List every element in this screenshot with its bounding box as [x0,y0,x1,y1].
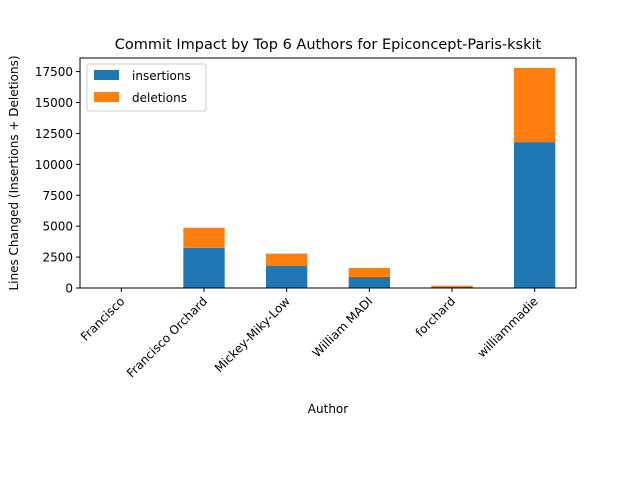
legend-label-insertions: insertions [132,69,191,83]
x-tick-label: Mickey-Miky-Low [212,294,293,375]
plot-frame [79,57,577,289]
chart-title: Commit Impact by Top 6 Authors for Epico… [115,37,542,53]
legend: insertions deletions [86,63,207,112]
bar-deletions-4 [431,285,473,287]
y-tick-label: 10000 [35,158,73,172]
y-tick-label: 7500 [42,189,73,203]
y-tick-label: 2500 [42,251,73,265]
legend-swatch-insertions [94,70,119,80]
bar-insertions-5 [514,142,556,288]
x-tick-label: William MADI [310,294,376,360]
bar-insertions-3 [348,276,390,288]
x-tick-label: Francisco Orchard [124,294,210,380]
legend-swatch-deletions [94,92,119,102]
bar-deletions-1 [183,227,225,248]
bars-group [183,67,556,288]
y-tick-label: 15000 [35,96,73,110]
legend-label-deletions: deletions [132,91,187,105]
bar-insertions-4 [431,286,473,288]
x-tick-label: forchard [413,294,458,339]
bar-insertions-2 [266,265,308,288]
x-tick-label: Francisco [78,294,128,344]
bar-deletions-2 [266,253,308,266]
y-axis-label: Lines Changed (Insertions + Deletions) [7,55,21,290]
bar-deletions-3 [348,267,390,277]
y-tick-label: 17500 [35,65,73,79]
bar-insertions-1 [183,247,225,288]
y-axis: 0 2500 5000 7500 10000 12500 15000 17500 [35,65,80,296]
y-tick-label: 12500 [35,127,73,141]
y-tick-label: 5000 [42,220,73,234]
y-tick-label: 0 [65,282,73,296]
bar-deletions-5 [514,67,556,143]
x-axis-label: Author [308,402,348,416]
x-tick-label: williammadie [475,294,541,360]
